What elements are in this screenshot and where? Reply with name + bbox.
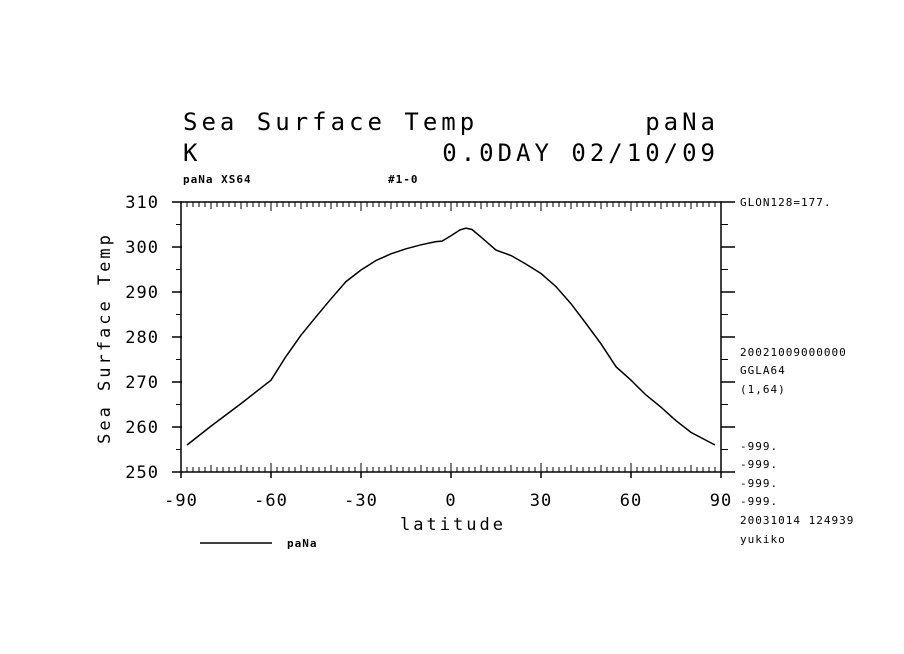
chart-title-right: paNa	[645, 108, 719, 136]
x-axis-label: latitude	[400, 515, 506, 535]
x-axis-ticks	[180, 202, 722, 478]
y-tick-label: 290	[125, 283, 159, 303]
legend-label: paNa	[287, 537, 318, 550]
y-axis-label: Sea Surface Temp	[95, 232, 115, 444]
x-tick-label: 90	[710, 491, 732, 511]
x-tick-label: 30	[530, 491, 552, 511]
info-missing-2: -999.	[740, 458, 778, 471]
chart-subtitle-mid: #1-0	[388, 173, 419, 186]
info-date-code: 20021009000000	[740, 346, 847, 359]
y-tick-label: 300	[125, 238, 159, 258]
info-user: yukiko	[740, 533, 786, 546]
info-stamp: 20031014 124939	[740, 514, 854, 527]
y-tick-label: 260	[125, 418, 159, 438]
info-index: (1,64)	[740, 383, 786, 396]
y-tick-label: 270	[125, 373, 159, 393]
y-axis-tick-labels: 250 260 270 280 290 300 310	[125, 193, 159, 483]
chart-subtitle-left: paNa XS64	[183, 173, 252, 186]
y-axis-ticks	[172, 201, 735, 473]
y-tick-label: 250	[125, 463, 159, 483]
x-tick-label: 0	[445, 491, 456, 511]
x-tick-label: -30	[344, 491, 378, 511]
info-glon: GLON128=177.	[740, 196, 831, 209]
info-grid: GGLA64	[740, 364, 786, 377]
chart-title: Sea Surface Temp	[183, 108, 478, 136]
chart-time: 0.0DAY 02/10/09	[442, 139, 719, 167]
series-line-paNa	[186, 227, 716, 446]
info-missing-4: -999.	[740, 495, 778, 508]
info-missing-3: -999.	[740, 477, 778, 490]
info-missing-1: -999.	[740, 440, 778, 453]
x-axis-tick-labels: -90 -60 -30 0 30 60 90	[164, 491, 732, 511]
y-tick-label: 310	[125, 193, 159, 213]
y-tick-label: 280	[125, 328, 159, 348]
chart-unit: K	[183, 139, 201, 167]
plot-frame	[180, 201, 722, 473]
x-tick-label: -90	[164, 491, 198, 511]
x-tick-label: 60	[620, 491, 642, 511]
x-tick-label: -60	[254, 491, 288, 511]
